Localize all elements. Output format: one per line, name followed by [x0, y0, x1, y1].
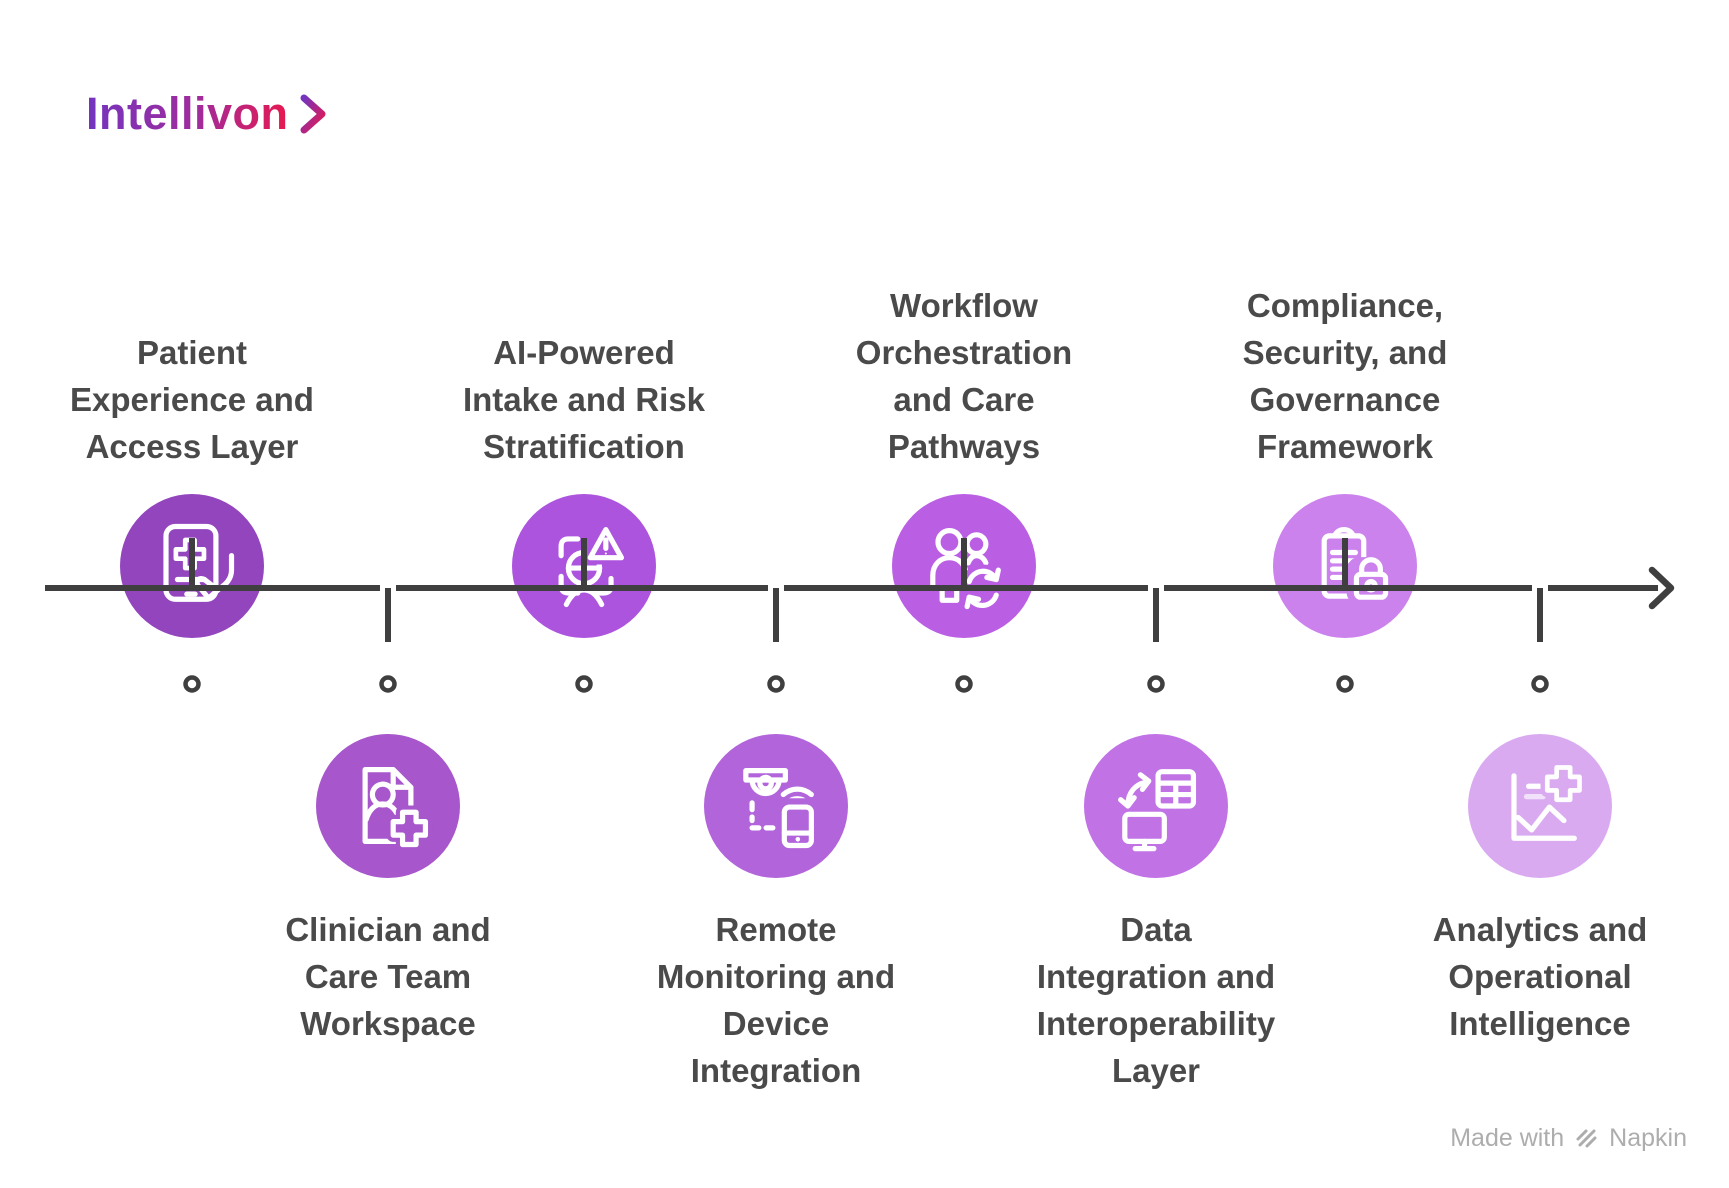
made-with-text: Made with	[1450, 1124, 1565, 1152]
brand-logo: Intellivon	[86, 88, 329, 140]
remote-monitoring-label: Remote Monitoring and Device Integration	[656, 911, 896, 1089]
camera-phone-icon	[704, 734, 848, 878]
compliance-framework-label: Compliance, Security, and Governance Fra…	[1242, 287, 1448, 465]
analytics-label: Analytics and Operational Intelligence	[1432, 911, 1648, 1042]
connector-dot	[955, 675, 973, 693]
connector-dot	[1147, 675, 1165, 693]
data-integration-label: Data Integration and Interoperability La…	[1036, 911, 1276, 1089]
plus-halo	[386, 805, 433, 852]
napkin-logo-icon	[1576, 1129, 1597, 1148]
clipboard-lock-icon	[1273, 494, 1417, 638]
chart-medical-icon	[1468, 734, 1612, 878]
clinician-workspace-label: Clinician and Care Team Workspace	[285, 911, 491, 1042]
connector-dot	[575, 675, 593, 693]
people-sync-icon	[892, 494, 1036, 638]
ai-intake-label: AI-Powered Intake and Risk Stratificatio…	[462, 334, 706, 465]
workflow-orchestration-label: Workflow Orchestration and Care Pathways	[855, 287, 1073, 465]
patient-experience-label: Patient Experience and Access Layer	[70, 334, 314, 465]
monitor-table-sync-icon	[1084, 734, 1228, 878]
connector-dot	[183, 675, 201, 693]
face-scan-alert-icon	[512, 494, 656, 638]
made-with-napkin: Made with Napkin	[1450, 1124, 1687, 1153]
brand-name: Intellivon	[86, 88, 289, 139]
tablet-medical-hand-icon	[120, 494, 264, 638]
patient-file-plus-icon	[316, 734, 460, 878]
connector-dot	[767, 675, 785, 693]
connector-dot	[1531, 675, 1549, 693]
napkin-brand-text: Napkin	[1609, 1124, 1687, 1152]
connector-dot	[1336, 675, 1354, 693]
connector-dot	[379, 675, 397, 693]
brand-chevron-icon	[300, 94, 326, 134]
cross-halo	[1540, 760, 1587, 807]
arrowhead-icon	[1648, 566, 1675, 610]
